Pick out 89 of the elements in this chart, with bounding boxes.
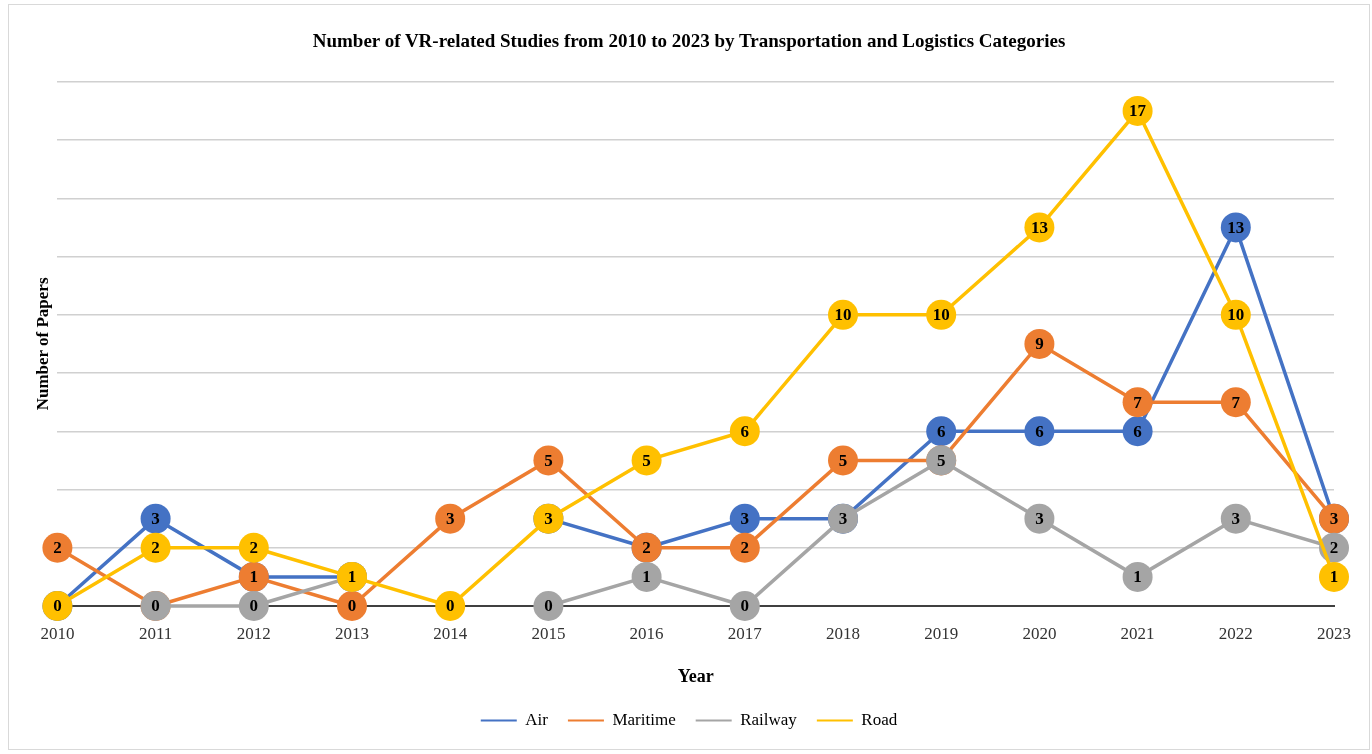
point — [140, 503, 171, 534]
x-tick-label: 2017 — [727, 623, 763, 643]
data-label: 0 — [445, 596, 455, 616]
point — [337, 591, 367, 621]
data-label: 7 — [1133, 392, 1143, 412]
point — [435, 503, 466, 534]
data-label: 0 — [347, 596, 357, 616]
x-tick-label: 2011 — [138, 623, 173, 643]
point — [828, 445, 858, 476]
data-label: 2 — [642, 538, 651, 558]
x-tick-label: 2012 — [236, 623, 271, 643]
point — [1024, 503, 1055, 534]
data-label: 2 — [740, 538, 750, 558]
data-label: 1 — [249, 567, 259, 587]
data-label: 6 — [1035, 421, 1044, 441]
data-label: 5 — [936, 450, 946, 470]
x-tick-label: 2014 — [433, 623, 468, 643]
legend-label: Road — [861, 709, 898, 729]
point — [1122, 561, 1153, 592]
point — [238, 591, 269, 621]
data-label: 0 — [53, 596, 62, 616]
point — [1319, 561, 1349, 592]
data-label: 3 — [1231, 509, 1241, 529]
point — [926, 416, 957, 447]
point — [42, 532, 73, 563]
data-label: 0 — [151, 596, 160, 616]
data-label: 3 — [1035, 509, 1044, 529]
x-tick-label: 2022 — [1218, 623, 1253, 643]
point — [1122, 387, 1153, 418]
data-label: 10 — [834, 305, 852, 325]
point — [533, 445, 564, 476]
data-label: 2 — [249, 538, 259, 558]
data-label: 6 — [1133, 421, 1142, 441]
x-tick-label: 2010 — [40, 623, 75, 643]
point — [729, 416, 760, 447]
data-label: 1 — [1329, 567, 1339, 587]
data-label: 1 — [1133, 567, 1142, 587]
data-label: 10 — [1227, 305, 1245, 325]
data-label: 3 — [740, 509, 750, 529]
data-label: 3 — [838, 509, 848, 529]
x-tick-label: 2015 — [531, 623, 566, 643]
data-label: 5 — [642, 450, 651, 470]
point — [729, 503, 760, 534]
point — [729, 532, 760, 563]
data-label: 3 — [151, 509, 160, 529]
data-label: 2 — [151, 538, 160, 558]
x-tick-label: 2020 — [1022, 623, 1057, 643]
data-label: 3 — [544, 509, 553, 529]
point — [631, 445, 662, 476]
x-tick-label: 2019 — [924, 623, 959, 643]
data-label: 7 — [1231, 392, 1241, 412]
y-axis-title: Number of Papers — [32, 277, 52, 411]
x-tick-label: 2016 — [629, 623, 664, 643]
data-label: 6 — [936, 421, 946, 441]
data-label: 0 — [544, 596, 553, 616]
x-tick-label: 2021 — [1120, 623, 1155, 643]
data-label: 0 — [740, 596, 750, 616]
data-label: 3 — [445, 509, 455, 529]
data-label: 2 — [53, 538, 62, 558]
point — [1024, 328, 1055, 359]
data-label: 5 — [544, 450, 553, 470]
data-label: 9 — [1035, 334, 1044, 354]
x-tick-label: 2018 — [826, 623, 860, 643]
data-label: 13 — [1227, 217, 1245, 237]
x-axis-title: Year — [677, 665, 714, 686]
point — [140, 532, 171, 563]
x-tick-label: 2023 — [1317, 623, 1351, 643]
data-label: 1 — [347, 567, 357, 587]
data-label: 6 — [740, 421, 750, 441]
chart-title: Number of VR-related Studies from 2010 to 2023 by Transportation and Logistics Categories — [312, 30, 1066, 52]
point — [1220, 503, 1251, 534]
data-label: 3 — [1329, 509, 1339, 529]
point — [238, 532, 269, 563]
legend-label: Maritime — [612, 709, 676, 729]
data-label: 5 — [838, 450, 848, 470]
point — [729, 591, 760, 621]
x-tick-label: 2013 — [335, 623, 369, 643]
data-label: 17 — [1129, 101, 1147, 121]
data-label: 2 — [1329, 538, 1339, 558]
legend-label: Air — [525, 709, 549, 729]
point — [435, 591, 466, 621]
data-label: 0 — [249, 596, 259, 616]
legend-label: Railway — [740, 709, 798, 729]
point — [533, 591, 564, 621]
data-label: 1 — [642, 567, 651, 587]
point — [631, 561, 662, 592]
data-label: 13 — [1030, 217, 1048, 237]
data-label: 10 — [932, 305, 950, 325]
point — [1220, 387, 1251, 418]
